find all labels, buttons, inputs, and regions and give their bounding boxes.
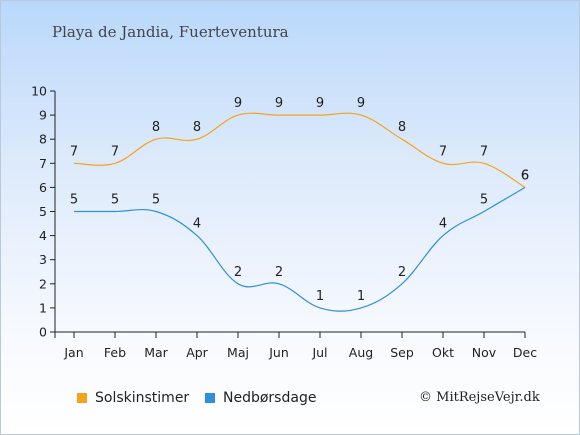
y-tick-label: 3 xyxy=(39,252,47,267)
chart-title: Playa de Jandia, Fuerteventura xyxy=(52,23,289,41)
legend-label-rain: Nedbørsdage xyxy=(223,390,317,406)
x-tick-label: Jun xyxy=(268,345,289,360)
data-label: 7 xyxy=(480,144,488,159)
series-line-rain xyxy=(73,186,526,312)
x-tick-label: Nov xyxy=(472,345,497,360)
x-tick-label: Apr xyxy=(186,345,208,360)
y-tick-label: 6 xyxy=(39,180,47,195)
data-label: 9 xyxy=(357,96,365,111)
y-tick-label: 10 xyxy=(31,84,47,99)
data-label: 8 xyxy=(398,120,406,135)
data-label: 9 xyxy=(275,96,283,111)
data-label: 7 xyxy=(111,144,119,159)
x-tick-label: Okt xyxy=(432,345,454,360)
x-tick-label: Dec xyxy=(513,345,537,360)
legend-label-sun: Solskinstimer xyxy=(95,390,190,406)
x-tick-label: Aug xyxy=(349,345,373,360)
y-tick-label: 7 xyxy=(39,156,47,171)
x-tick-label: Jul xyxy=(311,345,327,360)
y-tick-label: 4 xyxy=(39,228,47,243)
legend-item-sun: Solskinstimer xyxy=(77,390,189,406)
data-label: 5 xyxy=(480,193,488,208)
data-label: 1 xyxy=(357,289,365,304)
data-label: 9 xyxy=(316,96,324,111)
data-label: 9 xyxy=(234,96,242,111)
data-label: 2 xyxy=(398,265,406,280)
y-tick-label: 8 xyxy=(39,132,47,147)
x-tick-label: Mar xyxy=(144,345,168,360)
y-tick-label: 0 xyxy=(39,325,47,340)
data-label: 8 xyxy=(152,120,160,135)
y-tick-label: 2 xyxy=(39,276,47,291)
data-label: 7 xyxy=(70,144,78,159)
data-label: 6 xyxy=(521,168,529,183)
y-tick-label: 1 xyxy=(39,300,47,315)
legend-swatch-rain xyxy=(205,393,215,403)
x-tick-label: Jan xyxy=(63,345,83,360)
data-label: 6 xyxy=(521,168,529,183)
y-tick-label: 9 xyxy=(39,108,47,123)
x-tick-label: Maj xyxy=(227,345,249,360)
y-tick-label: 5 xyxy=(39,204,47,219)
data-label: 5 xyxy=(70,193,78,208)
data-label: 2 xyxy=(275,265,283,280)
data-label: 8 xyxy=(193,120,201,135)
series-line-sun xyxy=(73,112,526,188)
data-label: 5 xyxy=(152,193,160,208)
data-label: 5 xyxy=(111,193,119,208)
legend-item-rain: Nedbørsdage xyxy=(205,390,316,406)
legend-swatch-sun xyxy=(77,393,87,403)
data-label: 4 xyxy=(193,217,201,232)
data-label: 4 xyxy=(439,217,447,232)
data-label: 2 xyxy=(234,265,242,280)
x-tick-label: Feb xyxy=(104,345,126,360)
data-label: 1 xyxy=(316,289,324,304)
credit-text: © MitRejseVejr.dk xyxy=(419,390,540,405)
data-label: 7 xyxy=(439,144,447,159)
x-tick-label: Sep xyxy=(390,345,414,360)
